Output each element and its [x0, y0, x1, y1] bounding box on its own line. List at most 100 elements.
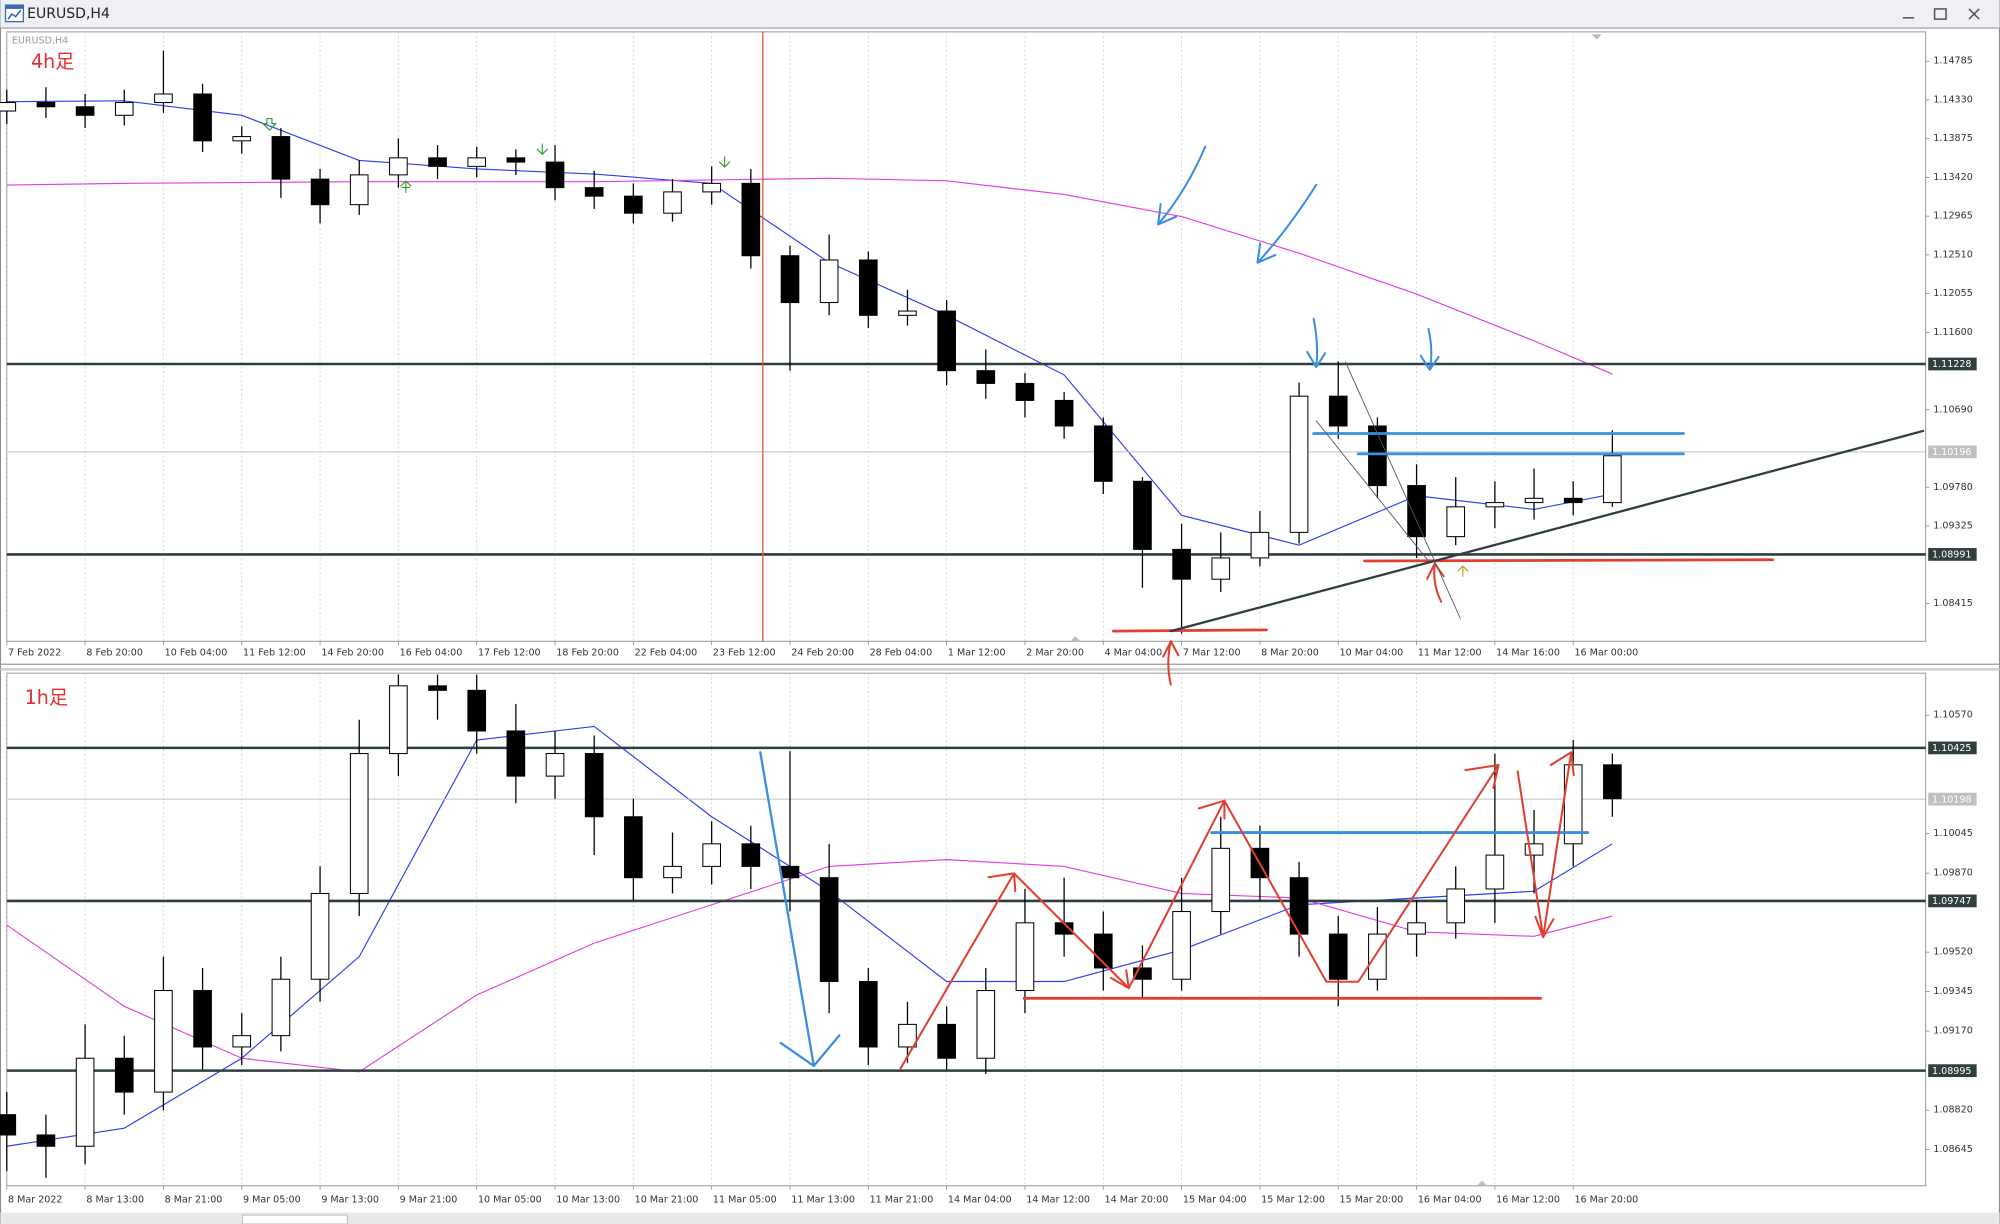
fractal-markers — [261, 118, 1469, 577]
channel-line — [1315, 420, 1429, 562]
candle-body — [1328, 395, 1348, 427]
y-tick-label: 1.14330 — [1933, 94, 1972, 105]
candle-body — [36, 102, 56, 108]
candle-body — [976, 990, 996, 1059]
x-tick-label: 16 Mar 20:00 — [1574, 1194, 1638, 1205]
candle-body — [1485, 502, 1505, 508]
candle-body — [858, 259, 878, 316]
candle-body — [976, 370, 996, 384]
symbol-label: EURUSD,H4 — [12, 35, 68, 46]
candle-body — [1289, 877, 1309, 935]
candle-body — [1328, 933, 1348, 980]
candle-body — [1172, 548, 1191, 580]
candle-body — [663, 865, 682, 879]
candle-body — [467, 157, 487, 167]
candle-body — [506, 730, 526, 777]
candle-body — [1015, 382, 1035, 401]
candle-body — [741, 182, 761, 257]
x-tick-label: 10 Feb 04:00 — [165, 647, 228, 658]
window-controls[interactable] — [1902, 8, 1980, 20]
candle-body — [702, 182, 721, 193]
candle-body — [858, 980, 878, 1048]
candle-body — [310, 892, 330, 980]
candle-body — [1133, 967, 1152, 980]
candle-body — [1368, 425, 1387, 487]
x-tick-label: 16 Feb 04:00 — [400, 647, 463, 658]
x-tick-label: 7 Feb 2022 — [8, 647, 61, 658]
price-label-box — [1928, 445, 1977, 459]
candle-body — [36, 1134, 56, 1147]
candle-body — [937, 1023, 956, 1059]
candle-body — [428, 685, 447, 691]
y-tick-label: 1.13875 — [1933, 133, 1972, 144]
candle-body — [898, 310, 917, 316]
arrow-heads — [987, 763, 1500, 990]
price-label: 1.08995 — [1932, 1066, 1971, 1077]
candle-body — [349, 753, 369, 894]
x-tick-label: 11 Mar 13:00 — [791, 1194, 855, 1205]
arrow-heads — [1534, 751, 1575, 939]
candle-body — [780, 865, 800, 879]
x-tick-label: 8 Mar 13:00 — [86, 1194, 144, 1205]
x-tick-label: 11 Mar 12:00 — [1418, 647, 1482, 658]
candle-body — [584, 187, 604, 197]
candle-body — [1446, 888, 1466, 924]
close-button[interactable] — [1968, 8, 1980, 20]
y-tick-label: 1.09345 — [1933, 986, 1972, 997]
candle-body — [271, 136, 291, 180]
channel-line — [1345, 361, 1461, 619]
candle-body — [232, 136, 252, 142]
candle-body — [624, 195, 643, 214]
x-tick-label: 9 Mar 21:00 — [400, 1194, 458, 1205]
x-tick-label: 24 Feb 20:00 — [791, 647, 854, 658]
data-layer: 7 Feb 2022 8 Feb 20:00 10 Feb 04:00 11 Feb … — [0, 31, 1977, 1205]
arrow — [1419, 327, 1440, 371]
y-tick-label: 1.08820 — [1933, 1105, 1972, 1116]
annotations-4h — [261, 31, 1925, 686]
x-tick-label: 14 Feb 20:00 — [321, 647, 384, 658]
arrow — [1157, 145, 1207, 226]
x-tick-label: 1 Mar 12:00 — [948, 647, 1006, 658]
candle-body — [624, 816, 643, 879]
x-tick-label: 10 Mar 21:00 — [635, 1194, 699, 1205]
candle-body — [819, 877, 839, 983]
price-label-box — [1928, 894, 1977, 908]
maximize-button[interactable] — [1933, 8, 1947, 20]
chart-tab[interactable] — [242, 1214, 348, 1224]
candle-body — [232, 1035, 252, 1048]
price-label-box — [1928, 548, 1977, 561]
x-tick-label: 14 Mar 04:00 — [948, 1194, 1012, 1205]
candle-body — [1133, 480, 1152, 550]
price-label: 1.10198 — [1932, 794, 1971, 805]
candle-body — [937, 310, 956, 372]
shift-marker — [1070, 636, 1081, 642]
shift-marker — [1591, 34, 1602, 40]
timeframe-label: 1h足 — [25, 686, 68, 709]
x-tick-label: 15 Mar 04:00 — [1183, 1194, 1247, 1205]
x-tick-label: 22 Feb 04:00 — [635, 647, 698, 658]
x-tick-label: 8 Mar 21:00 — [165, 1194, 223, 1205]
price-label-box — [1928, 1064, 1977, 1078]
candle-body — [75, 1057, 95, 1147]
y-tick-label: 1.09170 — [1933, 1026, 1972, 1037]
x-tick-label: 28 Feb 04:00 — [870, 647, 933, 658]
y-tick-label: 1.12510 — [1933, 249, 1972, 260]
candle-body — [154, 93, 173, 104]
price-label: 1.11228 — [1932, 359, 1971, 370]
candle-body — [193, 990, 212, 1048]
y-tick-label: 1.09520 — [1933, 947, 1972, 958]
candle-body — [1603, 455, 1622, 504]
candle-body — [1015, 922, 1035, 992]
tab-strip — [0, 1212, 2000, 1224]
timeframe-label: 4h足 — [31, 50, 74, 73]
annotations-1h — [759, 751, 1590, 1186]
y-tick-label: 1.08645 — [1933, 1144, 1972, 1155]
y-tick-label: 1.09870 — [1933, 868, 1972, 879]
price-label: 1.10425 — [1932, 743, 1971, 754]
y-tick-label: 1.08415 — [1933, 598, 1972, 609]
x-tick-label: 16 Mar 04:00 — [1418, 1194, 1482, 1205]
x-tick-label: 16 Mar 00:00 — [1574, 647, 1638, 658]
